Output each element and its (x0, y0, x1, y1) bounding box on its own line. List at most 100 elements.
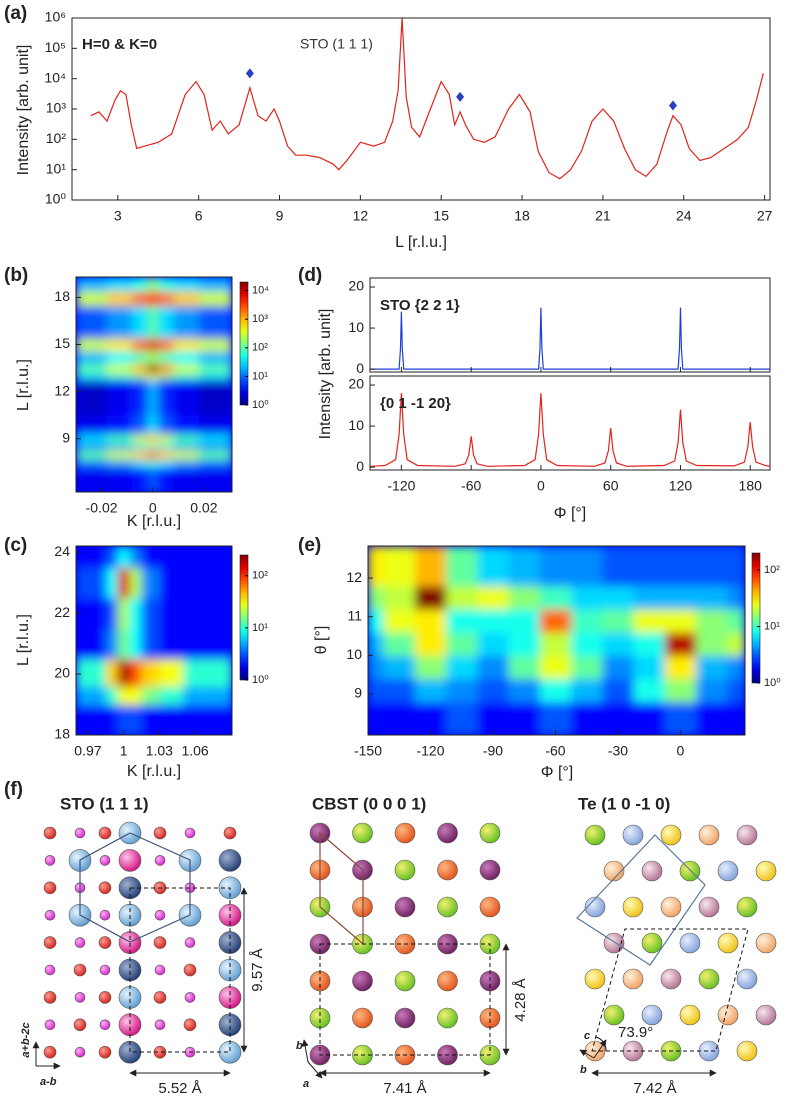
heatmap-cell (368, 585, 385, 610)
dimension-label: 4.28 Å (512, 978, 529, 1021)
heatmap-cell (147, 350, 159, 364)
heatmap-cell (173, 350, 200, 364)
atom (118, 958, 142, 982)
heatmap-cell (117, 567, 131, 599)
x-tick-label: -30 (608, 743, 628, 759)
x-tick-label: -90 (483, 743, 503, 759)
atom (184, 937, 196, 948)
heatmap-cell (132, 372, 149, 380)
x-tick-label: 3 (114, 208, 122, 224)
atom (437, 970, 458, 992)
heatmap-cells (368, 546, 745, 735)
y-tick-label: 18 (54, 726, 70, 742)
atom (479, 1007, 501, 1029)
data-line (370, 307, 770, 370)
heatmap-cell (727, 609, 745, 633)
heatmap-cell (508, 546, 541, 587)
atom (437, 859, 458, 881)
y-tick-label: 10³ (46, 100, 67, 116)
heatmap-cell (157, 443, 174, 451)
y-axis-label: L [r.l.u.] (15, 614, 32, 666)
heatmap-cell (477, 701, 510, 735)
atom (437, 822, 458, 844)
heatmap-cell (477, 678, 510, 703)
heatmap-cell (198, 350, 232, 364)
atom (99, 855, 111, 866)
heatmap-cell (633, 585, 666, 610)
plot-frame (367, 545, 746, 736)
y-tick-label: 10 (348, 417, 364, 433)
heatmap-cell (76, 305, 108, 339)
atom (118, 986, 142, 1009)
x-tick-label: -120 (416, 743, 444, 759)
axis-arrow (301, 1039, 309, 1063)
heatmap-cell (539, 585, 572, 610)
heatmap-cell (129, 597, 143, 629)
heatmap-cell (173, 379, 200, 416)
heatmap-cell (198, 291, 232, 306)
heatmap-cell (159, 567, 184, 599)
atom (99, 909, 111, 921)
heatmap-cell (147, 277, 159, 292)
atom (717, 1004, 739, 1026)
dimension-label: 9.57 Å (249, 948, 266, 991)
atom (437, 1007, 458, 1029)
heatmap-cell (132, 466, 149, 492)
x-tick-label: 0 (537, 478, 545, 494)
x-tick-label: 1 (120, 743, 128, 759)
plot-frame (369, 375, 771, 471)
heatmap-cell (477, 655, 510, 680)
x-tick-label: 0.02 (190, 500, 217, 516)
structure-title: CBST (0 0 0 1) (312, 794, 426, 813)
heatmap-cell (539, 655, 572, 680)
heatmap-cell (173, 449, 200, 460)
x-tick-label: 9 (276, 208, 284, 224)
heatmap-cell (368, 701, 385, 735)
atom (44, 855, 56, 866)
panel-label: (a) (4, 3, 27, 24)
heatmap-cell (132, 291, 149, 306)
y-tick-label: 10⁶ (45, 9, 66, 25)
data-line (369, 393, 771, 467)
heatmap-cell (173, 338, 200, 352)
heatmap-cell (198, 433, 232, 444)
heatmap-cell (76, 597, 107, 629)
heatmap-cell (602, 585, 635, 610)
heatmap (76, 546, 232, 735)
dimension-label: 5.52 Å (158, 1080, 201, 1097)
atom (43, 1045, 57, 1059)
heatmap-cell (383, 585, 416, 610)
heatmap-cell (664, 655, 697, 680)
atom (183, 1018, 197, 1032)
plot-frame (75, 545, 233, 736)
heatmap-cell (383, 655, 416, 680)
x-tick-label: 6 (195, 208, 203, 224)
panel-label: (b) (4, 265, 28, 286)
panel-label: (e) (298, 535, 321, 556)
plot-frame (71, 17, 771, 201)
heatmap-cell (571, 655, 603, 680)
heatmap-cell (477, 546, 510, 587)
heatmap-cell (696, 585, 728, 610)
heatmap-cell (76, 433, 108, 444)
heatmap-cell (633, 678, 666, 703)
heatmap-cell (173, 305, 200, 339)
atom (660, 824, 682, 846)
atom (98, 826, 112, 840)
heatmap-cell (183, 567, 232, 599)
heatmap-cell (76, 686, 107, 706)
heatmap-cell (157, 449, 174, 460)
heatmap-cell (76, 466, 108, 492)
axis-label: a+b-2c (20, 1022, 32, 1057)
heatmap-cell (477, 632, 510, 656)
heatmap-cell (173, 363, 200, 374)
y-tick-label: 9 (62, 429, 70, 445)
heatmap-cell (106, 363, 133, 374)
atom (660, 968, 682, 990)
atom (43, 936, 57, 949)
atom (603, 860, 625, 882)
heatmap-cell (198, 363, 232, 374)
heatmap-cell (183, 704, 232, 735)
heatmap-cell (664, 678, 697, 703)
